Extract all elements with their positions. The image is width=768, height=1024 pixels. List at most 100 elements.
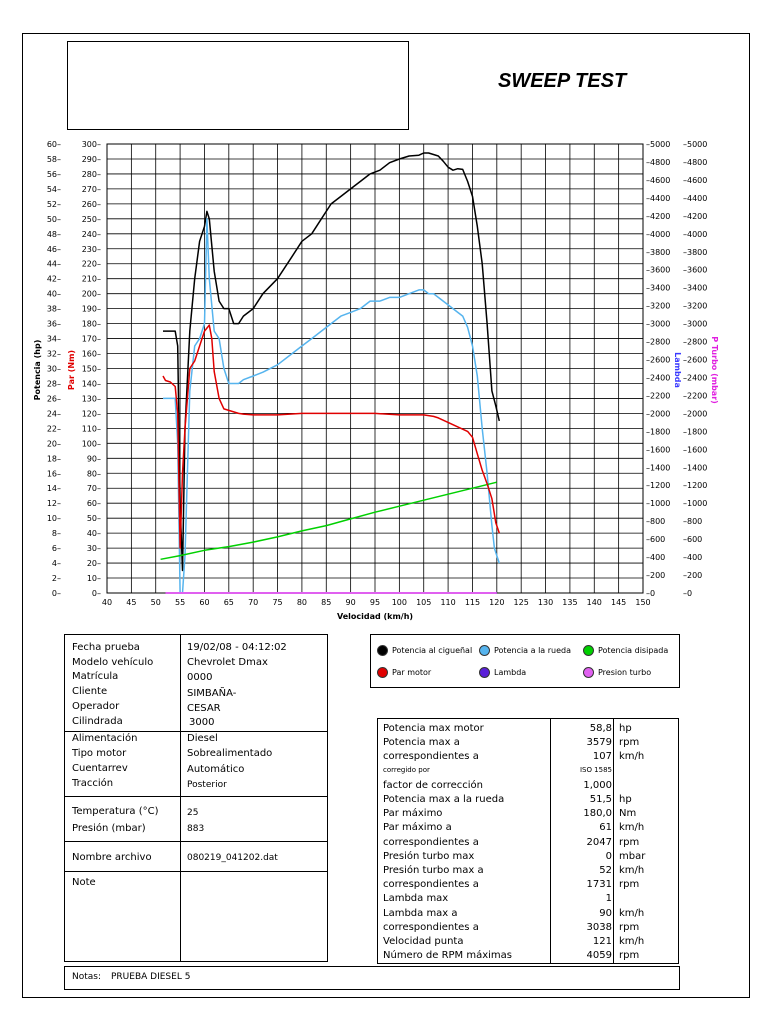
y-tick-label-pturbo: –3600 <box>683 266 707 275</box>
matricula-label: Matrícula <box>72 671 119 682</box>
results-row: correspondientes a 1731 rpm <box>378 879 678 893</box>
results-unit: km/h <box>619 936 645 947</box>
legend-label: Lambda <box>494 668 527 677</box>
y-tick-label-pturbo: –1400 <box>683 463 707 472</box>
y-tick-label-potencia: 44– <box>47 260 61 269</box>
alimentacion-label: Alimentación <box>72 733 138 744</box>
results-label: Potencia max a <box>383 737 460 749</box>
results-value: 52 <box>599 865 612 876</box>
results-label: Par máximo <box>383 808 443 820</box>
cilindrada-label: Cilindrada <box>72 716 123 727</box>
y-tick-label-potencia: 10– <box>47 514 61 523</box>
results-row: Presión turbo max a 52 km/h <box>378 865 678 879</box>
series-line-potencia-disipada <box>160 481 497 561</box>
y-tick-label-lambda: –1600 <box>646 445 670 454</box>
cliente-value-line1: SIMBAÑA- <box>187 688 237 699</box>
y-tick-label-par: 240– <box>82 230 101 239</box>
y-tick-label-lambda: –1800 <box>646 427 670 436</box>
y-tick-label-potencia: 22– <box>47 424 61 433</box>
results-value: 0 <box>605 850 612 862</box>
y-tick-label-lambda: –4600 <box>646 176 670 185</box>
y-tick-label-lambda: –2000 <box>646 409 670 418</box>
results-row: Potencia max a la rueda 51,5 hp <box>378 794 678 808</box>
x-tick-label: 65 <box>224 598 234 607</box>
results-value: 61 <box>599 822 612 834</box>
y-tick-label-potencia: 32– <box>47 350 61 359</box>
results-row: Lambda max a 90 km/h <box>378 908 678 922</box>
y-tick-label-potencia: 36– <box>47 320 61 329</box>
presion-label: Presión (mbar) <box>72 823 146 834</box>
y-tick-label-pturbo: –2800 <box>683 338 707 347</box>
modelo-label: Modelo vehículo <box>72 657 154 668</box>
y-tick-label-pturbo: –600 <box>683 535 702 544</box>
y-tick-label-par: 40– <box>87 529 101 538</box>
y-tick-label-potencia: 48– <box>47 230 61 239</box>
x-tick-label: 50 <box>151 598 161 607</box>
y-tick-label-lambda: –4800 <box>646 158 670 167</box>
operador-label: Operador <box>72 701 120 712</box>
traccion-value: Posterior <box>187 780 227 790</box>
y-axis-title-potencia: Potencia (hp) <box>33 340 42 401</box>
y-tick-label-par: 200– <box>82 290 101 299</box>
results-value: 1,000 <box>583 779 612 791</box>
y-tick-label-pturbo: –4600 <box>683 176 707 185</box>
results-row: factor de corrección 1,000 <box>378 780 678 794</box>
y-tick-label-par: 70– <box>87 484 101 493</box>
results-value: 2047 <box>586 836 612 848</box>
temperatura-label: Temperatura (°C) <box>72 806 159 817</box>
y-tick-label-par: 140– <box>82 379 101 388</box>
y-tick-label-potencia: 60– <box>47 140 61 149</box>
results-unit: rpm <box>619 921 640 933</box>
results-row: correspondientes a 2047 rpm <box>378 837 678 851</box>
y-axis-title-lambda: Lambda <box>673 352 682 388</box>
results-label: correspondientes a <box>383 921 479 933</box>
y-tick-label-pturbo: –0 <box>683 589 692 598</box>
y-tick-label-par: 20– <box>87 559 101 568</box>
results-row: Número de RPM máximas 4059 rpm <box>378 950 678 964</box>
results-label: Potencia max a la rueda <box>383 794 505 805</box>
y-tick-label-lambda: –1000 <box>646 499 670 508</box>
y-tick-label-potencia: 20– <box>47 439 61 448</box>
results-unit: km/h <box>619 822 645 834</box>
y-tick-label-pturbo: –1600 <box>683 445 707 454</box>
x-tick-label: 125 <box>514 598 529 607</box>
y-tick-label-lambda: –4000 <box>646 230 670 239</box>
traccion-label: Tracción <box>72 778 114 789</box>
series-line-potencia-al-cigue-al <box>163 152 501 572</box>
results-unit: rpm <box>619 836 640 848</box>
y-tick-label-potencia: 8– <box>52 529 61 538</box>
archivo-label: Nombre archivo <box>72 852 152 863</box>
y-tick-label-potencia: 40– <box>47 290 61 299</box>
x-tick-label: 90 <box>346 598 356 607</box>
y-tick-label-pturbo: –4800 <box>683 158 707 167</box>
legend-swatch-icon <box>377 645 388 656</box>
results-value: ISO 1585 <box>579 765 612 774</box>
legend-item: Presion turbo <box>583 667 651 678</box>
y-tick-label-par: 50– <box>87 514 101 523</box>
results-value: 4059 <box>586 950 612 962</box>
y-tick-label-lambda: –2600 <box>646 356 670 365</box>
results-label: correspondientes a <box>383 879 479 891</box>
y-tick-label-potencia: 52– <box>47 200 61 209</box>
y-tick-label-par: 110– <box>82 424 101 433</box>
x-tick-label: 45 <box>126 598 136 607</box>
y-axis-title-par: Par (Nm) <box>67 350 76 390</box>
results-value: 107 <box>592 751 612 763</box>
x-tick-label: 95 <box>370 598 380 607</box>
legend-item: Potencia al cigueñal <box>377 645 472 656</box>
results-divider <box>550 719 551 963</box>
y-tick-label-potencia: 56– <box>47 170 61 179</box>
notes-label: Notas: <box>72 972 102 982</box>
info-separator <box>65 871 327 872</box>
y-tick-label-lambda: –1200 <box>646 481 670 490</box>
y-tick-label-pturbo: –400 <box>683 553 702 562</box>
results-row: Par máximo 180,0 Nm <box>378 808 678 822</box>
results-row: Velocidad punta 121 km/h <box>378 936 678 950</box>
results-row: correspondientes a 107 km/h <box>378 751 678 765</box>
results-row: Presión turbo max 0 mbar <box>378 851 678 865</box>
x-tick-label: 60 <box>199 598 209 607</box>
x-tick-label: 75 <box>272 598 282 607</box>
y-tick-label-lambda: –600 <box>646 535 665 544</box>
results-unit: hp <box>619 794 632 805</box>
results-unit: hp <box>619 723 632 734</box>
